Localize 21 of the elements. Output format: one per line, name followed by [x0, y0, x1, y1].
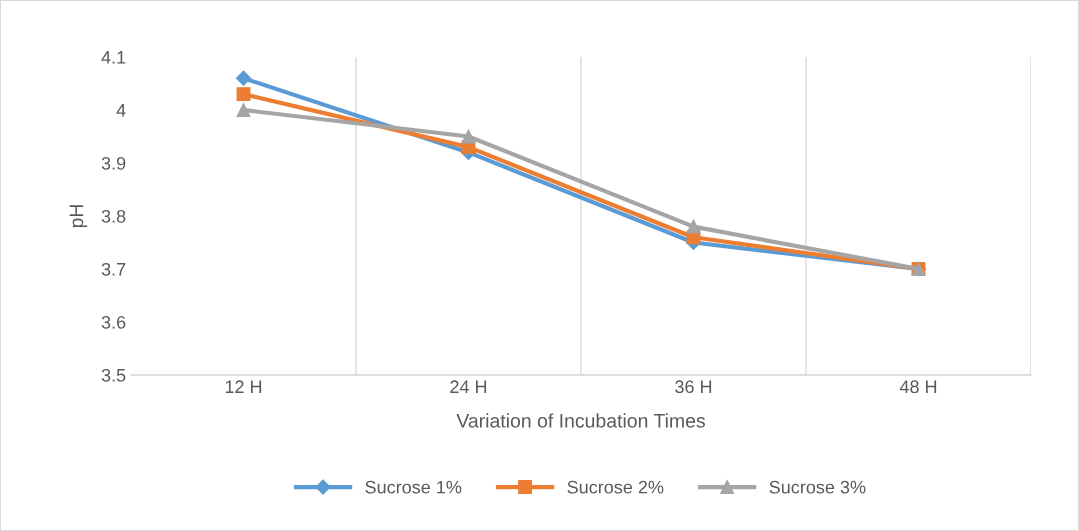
- y-tick-label: 3.9: [101, 156, 126, 170]
- point: [236, 87, 251, 102]
- point: [686, 219, 701, 234]
- x-tick-label: 24 H: [450, 380, 487, 393]
- legend-label: Sucrose 3%: [769, 480, 866, 494]
- y-tick-label: 4: [116, 104, 126, 117]
- x-tick-label: 36 H: [675, 380, 712, 394]
- y-axis-title: pH: [69, 205, 88, 228]
- x-tick-label: 48 H: [899, 380, 937, 394]
- point: [236, 103, 251, 117]
- y-tick-label: 3.6: [101, 315, 126, 329]
- legend-label: Sucrose 1%: [365, 480, 462, 494]
- y-tick-label: 3.8: [101, 209, 126, 223]
- point: [461, 129, 476, 144]
- x-tick-label: 12 H: [225, 380, 262, 393]
- y-tick-label: 3.7: [101, 262, 126, 276]
- y-tick-label: 3.5: [101, 368, 126, 382]
- point: [235, 70, 252, 86]
- y-tick-label: 4.1: [101, 51, 126, 64]
- legend-label: Sucrose 2%: [567, 480, 664, 494]
- x-axis-title: Variation of Incubation Times: [456, 413, 705, 428]
